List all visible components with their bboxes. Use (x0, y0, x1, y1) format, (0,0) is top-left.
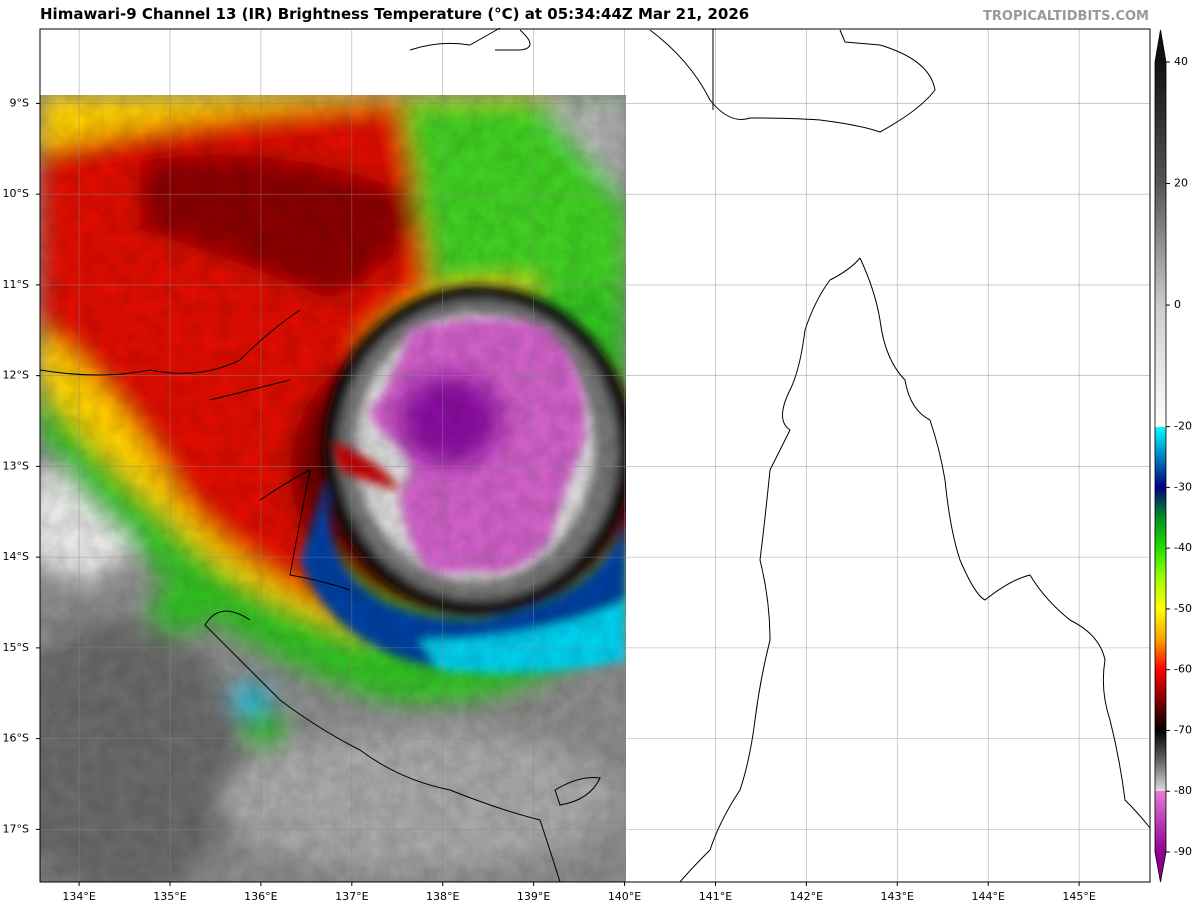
lon-tick-label: 135°E (153, 890, 186, 903)
lon-tick-label: 137°E (335, 890, 368, 903)
lat-tick-label: 13°S (3, 459, 29, 472)
colorbar-tick-label: 20 (1174, 177, 1188, 190)
lon-tick-label: 141°E (699, 890, 732, 903)
colorbar-tick-label: 40 (1174, 55, 1188, 68)
colorbar-tick-label: -50 (1174, 602, 1192, 615)
lon-tick-label: 140°E (608, 890, 641, 903)
lat-tick-label: 11°S (3, 278, 29, 291)
lat-tick-label: 17°S (3, 822, 29, 835)
title: Himawari-9 Channel 13 (IR) Brightness Te… (40, 5, 749, 23)
coastline (859, 257, 1151, 829)
lon-tick-label: 144°E (971, 890, 1004, 903)
colorbar-extend-top (1155, 30, 1166, 62)
colorbar: 40 20 0 -20 -30 -40 -50 -60 -70 -80 -90 (1154, 29, 1192, 883)
colorbar-tick-label: 0 (1174, 298, 1181, 311)
coastline (679, 257, 861, 883)
coastline (554, 777, 601, 806)
colorbar-tick-label: -90 (1174, 845, 1192, 858)
coastline (409, 27, 936, 133)
lat-tick-label: 10°S (3, 187, 29, 200)
coastlines (39, 27, 1151, 883)
lat-tick-label: 15°S (3, 641, 29, 654)
lat-tick-label: 9°S (10, 96, 29, 109)
lon-tick-label: 138°E (426, 890, 459, 903)
colorbar-tick-label: -40 (1174, 541, 1192, 554)
lon-tick-label: 134°E (62, 890, 95, 903)
lat-tick-label: 14°S (3, 550, 29, 563)
colorbar-scale (1155, 62, 1166, 852)
lon-tick-label: 139°E (517, 890, 550, 903)
colorbar-tick-label: -20 (1174, 420, 1192, 433)
lon-tick-label: 143°E (881, 890, 914, 903)
grid (40, 29, 1150, 882)
coastline (39, 309, 561, 883)
colorbar-tick-label: -60 (1174, 663, 1192, 676)
colorbar-tick-label: -30 (1174, 480, 1192, 493)
lat-tick-label: 16°S (3, 732, 29, 745)
lon-tick-label: 142°E (790, 890, 823, 903)
lat-tick-label: 12°S (3, 369, 29, 382)
lon-tick-label: 145°E (1062, 890, 1095, 903)
satellite-imagery (40, 95, 626, 882)
watermark: TROPICALTIDBITS.COM (983, 9, 1149, 24)
colorbar-extend-bottom (1155, 852, 1166, 882)
lon-tick-label: 136°E (244, 890, 277, 903)
colorbar-tick-label: -70 (1174, 723, 1192, 736)
map-frame (39, 28, 1151, 883)
colorbar-tick-label: -80 (1174, 784, 1192, 797)
